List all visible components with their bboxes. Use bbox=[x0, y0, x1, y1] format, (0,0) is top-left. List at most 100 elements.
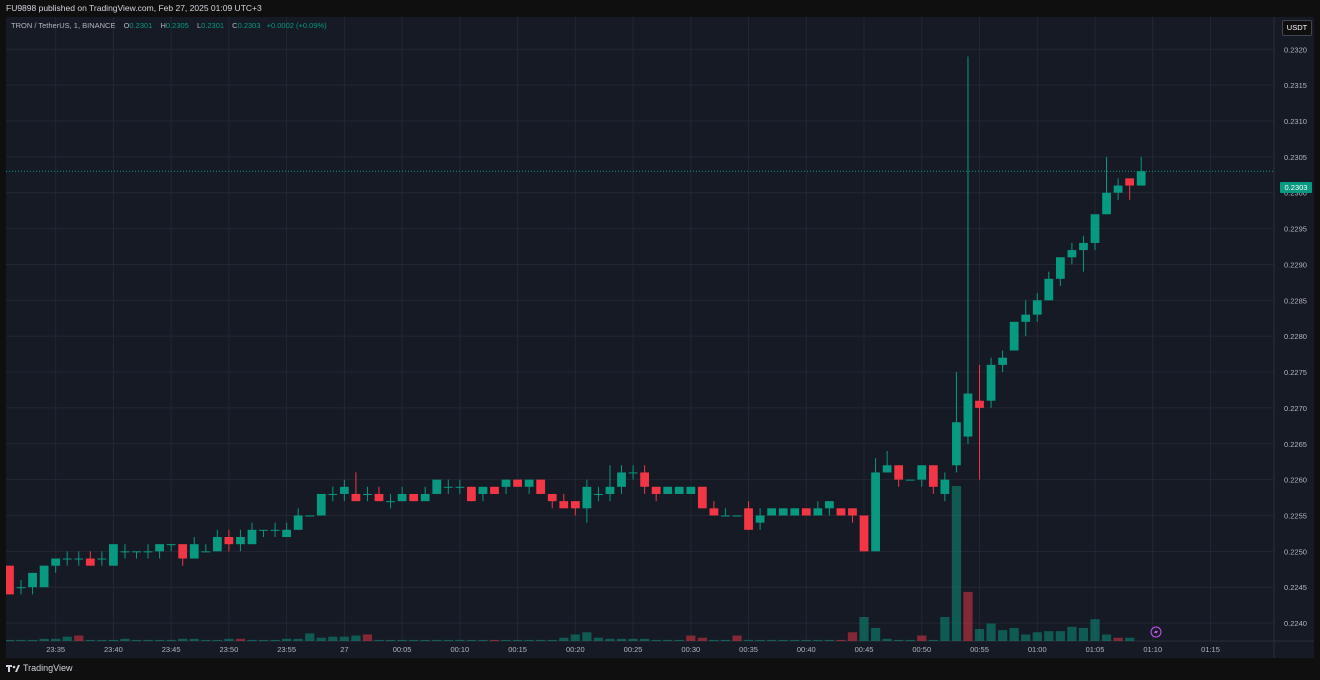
volume-bar bbox=[928, 639, 938, 641]
y-tick-label: 0.2270 bbox=[1284, 404, 1307, 413]
volume-bar bbox=[1090, 619, 1100, 641]
candle-body bbox=[963, 393, 973, 437]
candle-body bbox=[651, 486, 661, 494]
volume-bar bbox=[420, 639, 430, 641]
volume-bar bbox=[258, 639, 269, 641]
y-tick-label: 0.2280 bbox=[1284, 332, 1307, 341]
y-tick-label: 0.2290 bbox=[1284, 260, 1307, 269]
chart-pane[interactable]: 0.2240 0.2245 0.2250 0.2255 0.2260 0.2265 0.22… bbox=[6, 17, 1314, 658]
candle-body bbox=[640, 472, 650, 487]
volume-bar bbox=[512, 639, 523, 641]
x-tick-label: 23:50 bbox=[219, 645, 238, 654]
candle-body bbox=[767, 508, 777, 516]
candle-body bbox=[513, 479, 522, 487]
volume-bar bbox=[212, 639, 222, 641]
currency-button[interactable]: USDT bbox=[1282, 20, 1312, 36]
volume-bar bbox=[813, 639, 823, 641]
volume-bar bbox=[836, 639, 846, 641]
candle-body bbox=[305, 515, 315, 517]
candle-body bbox=[547, 493, 557, 502]
volume-bar bbox=[351, 635, 361, 641]
high-label: H bbox=[160, 21, 166, 30]
candle-body bbox=[293, 515, 303, 530]
candle-body bbox=[1113, 185, 1123, 193]
volume-bar bbox=[154, 639, 165, 641]
candle-body bbox=[617, 472, 626, 487]
candle-body bbox=[975, 400, 984, 408]
volume-bar bbox=[362, 634, 373, 641]
volume-bar bbox=[282, 638, 292, 641]
y-tick-label: 0.2285 bbox=[1284, 296, 1307, 305]
candle-body bbox=[536, 479, 546, 494]
volume-bar bbox=[697, 637, 707, 641]
x-tick-label: 00:15 bbox=[508, 645, 527, 654]
volume-bar bbox=[478, 639, 488, 641]
volume-bar bbox=[974, 628, 985, 641]
lightning-bolt-icon bbox=[1154, 628, 1158, 636]
published-header: FU9898 published on TradingView.com, Feb… bbox=[0, 0, 1320, 17]
candle-body bbox=[143, 551, 153, 553]
volume-bar bbox=[616, 638, 627, 641]
volume-bar bbox=[143, 639, 153, 641]
tradingview-brand: TradingView bbox=[23, 663, 73, 673]
volume-bar bbox=[189, 638, 199, 641]
candle-body bbox=[894, 465, 904, 480]
volume-bar bbox=[16, 639, 26, 641]
volume-bar bbox=[963, 591, 973, 641]
x-tick-label: 01:15 bbox=[1201, 645, 1220, 654]
candle-body bbox=[224, 537, 234, 545]
candle-body bbox=[836, 508, 846, 516]
x-tick-label: 01:00 bbox=[1028, 645, 1047, 654]
x-tick-label: 23:40 bbox=[104, 645, 123, 654]
symbol-legend: TRON / TetherUS, 1, BINANCE O0.2301 H0.2… bbox=[11, 21, 327, 30]
symbol-name: TRON / TetherUS, 1, BINANCE bbox=[11, 21, 116, 30]
candle-body bbox=[397, 493, 407, 502]
volume-bar bbox=[1078, 627, 1089, 641]
candle-body bbox=[282, 529, 292, 537]
tradingview-logo[interactable]: TradingView bbox=[6, 663, 73, 673]
candle-body bbox=[709, 508, 719, 516]
x-tick-label: 00:35 bbox=[739, 645, 758, 654]
volume-bar bbox=[524, 639, 534, 641]
high-value: 0.2305 bbox=[165, 21, 189, 30]
change-value: +0.0002 (+0.09%) bbox=[266, 21, 327, 30]
candle-body bbox=[744, 508, 753, 530]
x-tick-label: 01:10 bbox=[1143, 645, 1162, 654]
x-tick-label: 23:45 bbox=[162, 645, 181, 654]
x-tick-label: 00:30 bbox=[681, 645, 700, 654]
volume-bar bbox=[235, 638, 246, 641]
volume-bar bbox=[270, 639, 280, 641]
candle-body bbox=[120, 551, 130, 553]
candle-body bbox=[755, 515, 765, 523]
candle-body bbox=[790, 508, 800, 516]
candle-body bbox=[801, 508, 811, 516]
published-text: FU9898 published on TradingView.com, Feb… bbox=[6, 3, 262, 13]
lightning-icon bbox=[1150, 626, 1162, 638]
volume-bar bbox=[720, 639, 731, 641]
footer-bar: TradingView bbox=[0, 658, 1320, 680]
x-tick-label: 00:55 bbox=[970, 645, 989, 654]
volume-bar bbox=[628, 638, 638, 641]
volume-bar bbox=[951, 486, 962, 641]
volume-bar bbox=[1067, 626, 1077, 641]
candle-body bbox=[166, 544, 176, 546]
candle-body bbox=[155, 544, 164, 552]
volume-bar bbox=[709, 639, 719, 641]
candlestick-chart[interactable]: 0.2240 0.2245 0.2250 0.2255 0.2260 0.2265 0.22… bbox=[6, 17, 1314, 658]
volume-bar bbox=[570, 634, 580, 641]
candle-body bbox=[732, 515, 742, 517]
x-tick-label: 23:55 bbox=[277, 645, 296, 654]
volume-bar bbox=[6, 639, 15, 641]
candle-body bbox=[467, 486, 476, 502]
candle-body bbox=[247, 529, 257, 545]
close-label: C bbox=[232, 21, 238, 30]
candle-body bbox=[62, 558, 72, 560]
candle-body bbox=[594, 493, 603, 495]
x-tick-label: 00:10 bbox=[450, 645, 469, 654]
x-tick-label: 27 bbox=[340, 645, 348, 654]
volume-bar bbox=[940, 616, 950, 641]
y-tick-label: 0.2260 bbox=[1284, 476, 1307, 485]
volume-bar bbox=[605, 638, 615, 641]
candle-body bbox=[686, 486, 696, 494]
candle-body bbox=[917, 465, 927, 480]
